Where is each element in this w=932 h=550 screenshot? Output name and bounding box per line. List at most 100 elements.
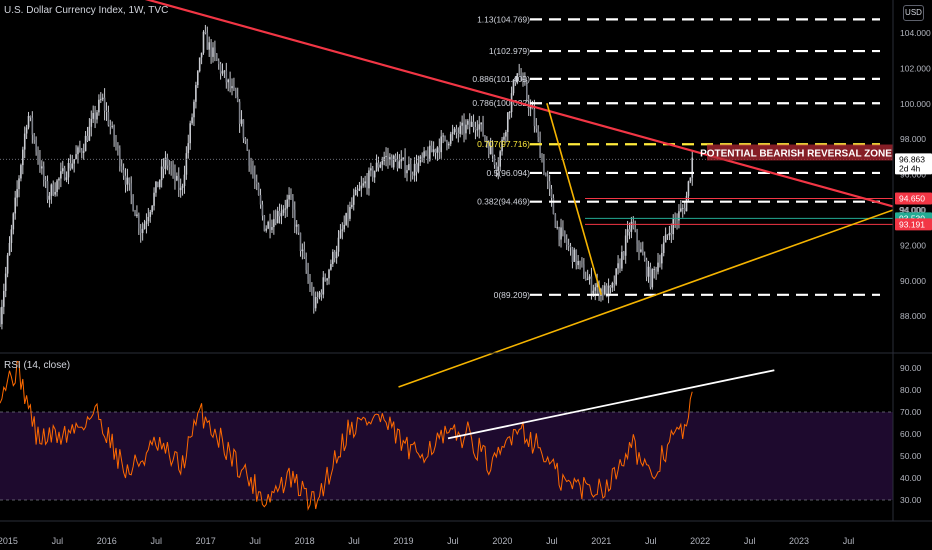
candle-body: [56, 180, 58, 192]
currency-button[interactable]: USD: [903, 5, 924, 21]
price-label-2: 94.650: [899, 193, 925, 203]
candle-body: [206, 32, 209, 50]
trendline-yellow-1: [398, 209, 894, 388]
fib-level-label-0: 1.13(104.769): [477, 14, 530, 24]
candle-body: [476, 129, 479, 131]
candle-body: [166, 157, 169, 166]
candle-body: [560, 227, 562, 240]
candle-body: [510, 93, 513, 113]
candle-body: [92, 112, 94, 119]
candle-body: [390, 157, 393, 168]
candle-body: [160, 166, 163, 181]
candle-body: [545, 173, 547, 177]
trendline-red-0: [144, 0, 894, 208]
candle-body: [303, 249, 306, 258]
candle-body: [499, 151, 501, 167]
candle-body: [105, 110, 108, 112]
rsi-pane[interactable]: [0, 360, 893, 511]
candle-body: [157, 181, 159, 188]
candle-body: [119, 148, 121, 167]
candle-body: [638, 243, 640, 252]
candle-body: [434, 149, 437, 153]
candle-body: [571, 247, 574, 262]
candle-body: [67, 163, 70, 178]
candle-body: [324, 277, 327, 281]
candle-body: [371, 168, 374, 178]
candle-body: [565, 239, 568, 245]
candle-body: [10, 229, 13, 243]
fib-level-label-2: 0.886(101.409): [472, 74, 530, 84]
candle-body: [467, 120, 469, 125]
candle-body: [459, 125, 462, 134]
candle-body: [210, 42, 212, 57]
candle-body: [611, 282, 614, 288]
candle-body: [621, 251, 623, 269]
candle-body: [379, 164, 382, 168]
candle-body: [398, 161, 401, 169]
candle-body: [583, 264, 585, 279]
candle-body: [109, 125, 112, 127]
price-tick-label: 94.000: [900, 205, 926, 215]
candle-body: [223, 70, 226, 72]
candle-body: [550, 188, 553, 198]
candle-body: [400, 159, 403, 162]
candle-body: [430, 145, 433, 153]
price-label-box-1: [895, 162, 932, 175]
candle-body: [642, 249, 644, 256]
candle-body: [668, 232, 671, 236]
candle-body: [659, 262, 661, 264]
candle-body: [259, 195, 262, 205]
rsi-tick-label: 70.00: [900, 407, 922, 417]
candle-body: [577, 261, 579, 266]
candle-body: [533, 109, 536, 127]
candle-body: [177, 175, 180, 191]
candle-body: [524, 78, 526, 85]
candle-body: [22, 149, 24, 166]
candle-body: [666, 234, 669, 236]
candle-body: [548, 181, 551, 189]
fib-level-label-1: 1(102.979): [489, 46, 530, 56]
candle-body: [337, 237, 340, 252]
candle-body: [236, 96, 239, 102]
candle-body: [332, 251, 334, 265]
candle-body: [468, 120, 471, 127]
candle-body: [619, 263, 621, 269]
candle-body: [491, 145, 494, 156]
time-tick-label: Jul: [249, 536, 261, 546]
price-pane[interactable]: 1.13(104.769) 1(102.979) 0.886(101.409) 0.7…: [0, 0, 894, 388]
candle-body: [143, 223, 146, 229]
candle-body: [552, 197, 555, 215]
candle-body: [46, 181, 49, 200]
candle-body: [602, 288, 604, 295]
candle-body: [158, 180, 161, 188]
candle-body: [503, 136, 505, 140]
candle-body: [662, 242, 665, 254]
candle-body: [168, 165, 171, 168]
candle-body: [23, 133, 26, 150]
candle-body: [615, 268, 617, 285]
candle-body: [562, 227, 564, 232]
candle-body: [335, 251, 338, 259]
candle-body: [20, 165, 22, 179]
candle-body: [27, 116, 30, 128]
candle-body: [653, 269, 656, 270]
candle-body: [293, 209, 296, 227]
candle-body: [318, 292, 321, 298]
rsi-tick-label: 40.00: [900, 473, 922, 483]
candle-body: [1, 306, 3, 325]
candle-body: [444, 135, 446, 141]
candle-body: [216, 54, 218, 61]
candle-body: [541, 157, 543, 159]
candle-body: [516, 73, 519, 83]
rsi-trendline: [447, 369, 775, 440]
price-tick-label: 96.000: [900, 170, 926, 180]
candle-body: [73, 159, 75, 164]
time-tick-label: Jul: [150, 536, 162, 546]
candle-body: [556, 227, 559, 229]
time-tick-label: 2017: [196, 536, 216, 546]
candle-body: [136, 214, 138, 217]
candle-body: [255, 181, 258, 185]
candle-body: [394, 155, 397, 160]
candle-body: [274, 219, 277, 224]
trendline-yellow-2: [546, 103, 603, 296]
